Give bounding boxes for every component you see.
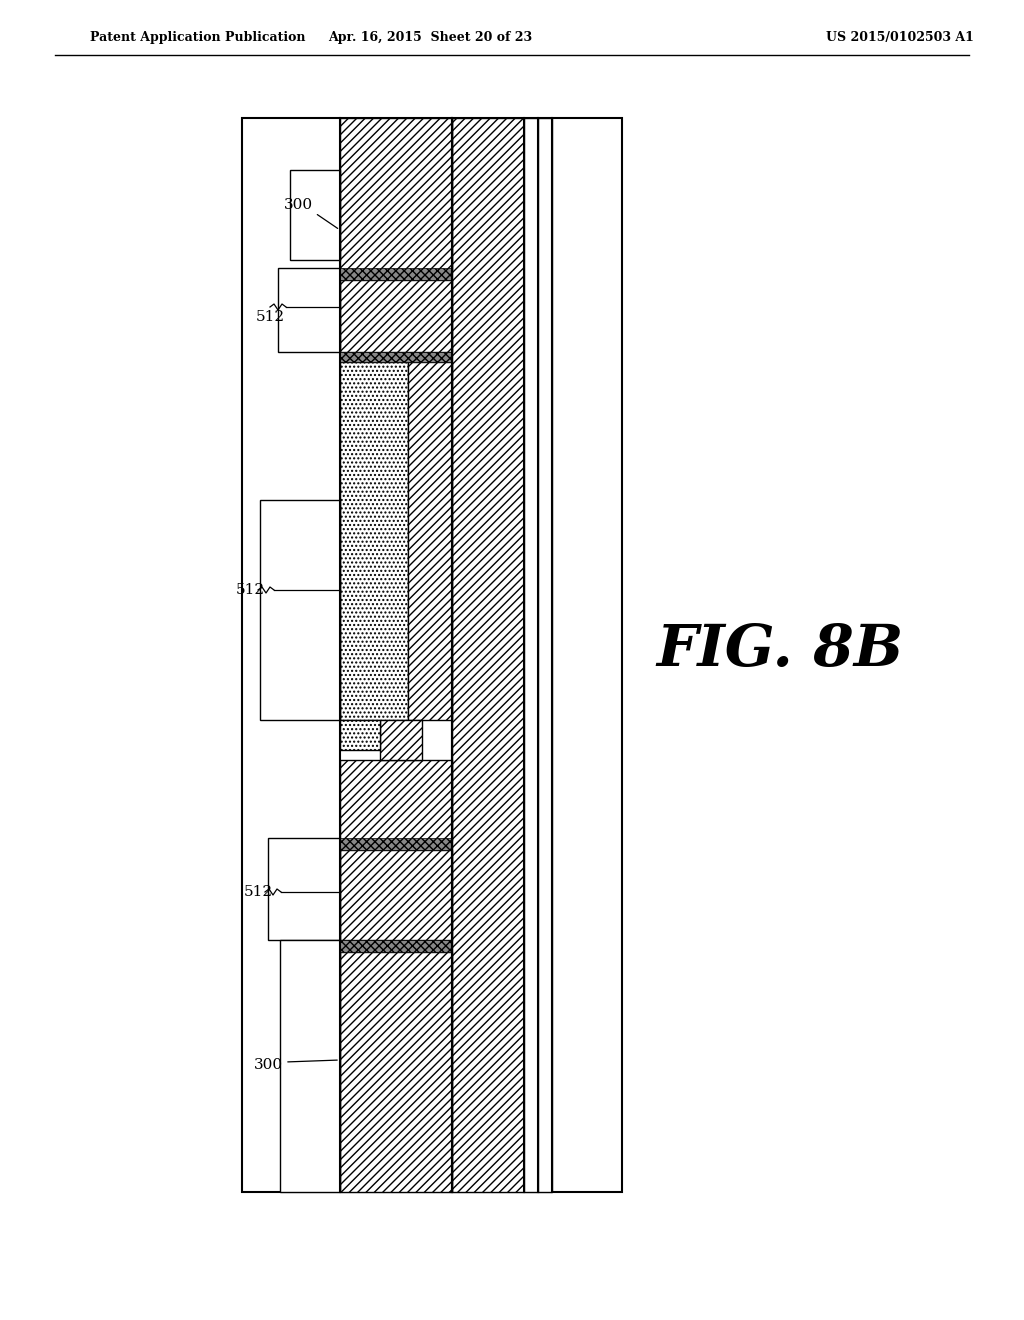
- Bar: [260, 500, 340, 719]
- Bar: [340, 838, 452, 850]
- Bar: [538, 117, 552, 1192]
- Bar: [278, 268, 340, 352]
- Bar: [340, 952, 452, 1192]
- Bar: [408, 362, 452, 719]
- Text: 512: 512: [255, 310, 285, 323]
- Bar: [340, 719, 380, 750]
- Text: US 2015/0102503 A1: US 2015/0102503 A1: [826, 30, 974, 44]
- Text: 300: 300: [253, 1059, 283, 1072]
- Text: Patent Application Publication: Patent Application Publication: [90, 30, 305, 44]
- Bar: [340, 362, 408, 719]
- Bar: [242, 117, 622, 1192]
- Bar: [340, 760, 452, 840]
- Bar: [340, 280, 452, 352]
- Text: 512: 512: [236, 583, 264, 597]
- Bar: [340, 850, 452, 940]
- Text: Apr. 16, 2015  Sheet 20 of 23: Apr. 16, 2015 Sheet 20 of 23: [328, 30, 532, 44]
- Bar: [524, 117, 538, 1192]
- Text: FIG. 8B: FIG. 8B: [656, 622, 903, 678]
- Bar: [340, 268, 452, 280]
- Bar: [452, 117, 524, 1192]
- Text: 512: 512: [244, 884, 272, 899]
- Bar: [380, 719, 422, 760]
- Text: 300: 300: [284, 198, 312, 213]
- Bar: [340, 940, 452, 952]
- Bar: [280, 940, 340, 1192]
- Bar: [290, 170, 340, 260]
- Bar: [268, 838, 340, 940]
- Bar: [340, 352, 452, 362]
- Bar: [340, 117, 452, 271]
